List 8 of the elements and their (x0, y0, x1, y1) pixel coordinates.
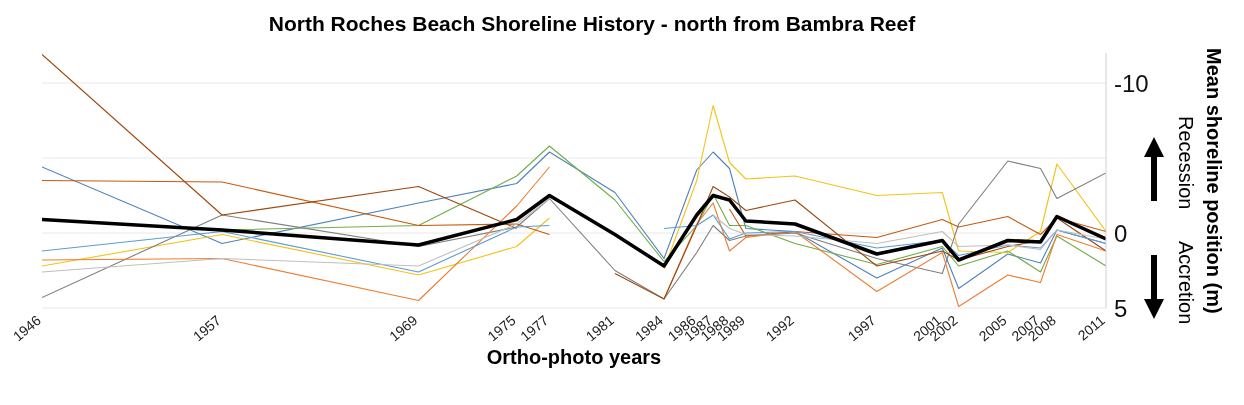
y-axis-title: Mean shoreline position (m) (1202, 48, 1225, 316)
chart-title: North Roches Beach Shoreline History - north from Bambra Reef (267, 12, 917, 36)
y-tick-label: 5 (1114, 294, 1128, 322)
text: Recession (1174, 115, 1197, 212)
y-tick-label: -10 (1114, 69, 1149, 97)
x-axis-title: Ortho-photo years (485, 346, 663, 369)
y-tick-label: 0 (1114, 219, 1128, 247)
text: Accretion (1174, 241, 1197, 327)
